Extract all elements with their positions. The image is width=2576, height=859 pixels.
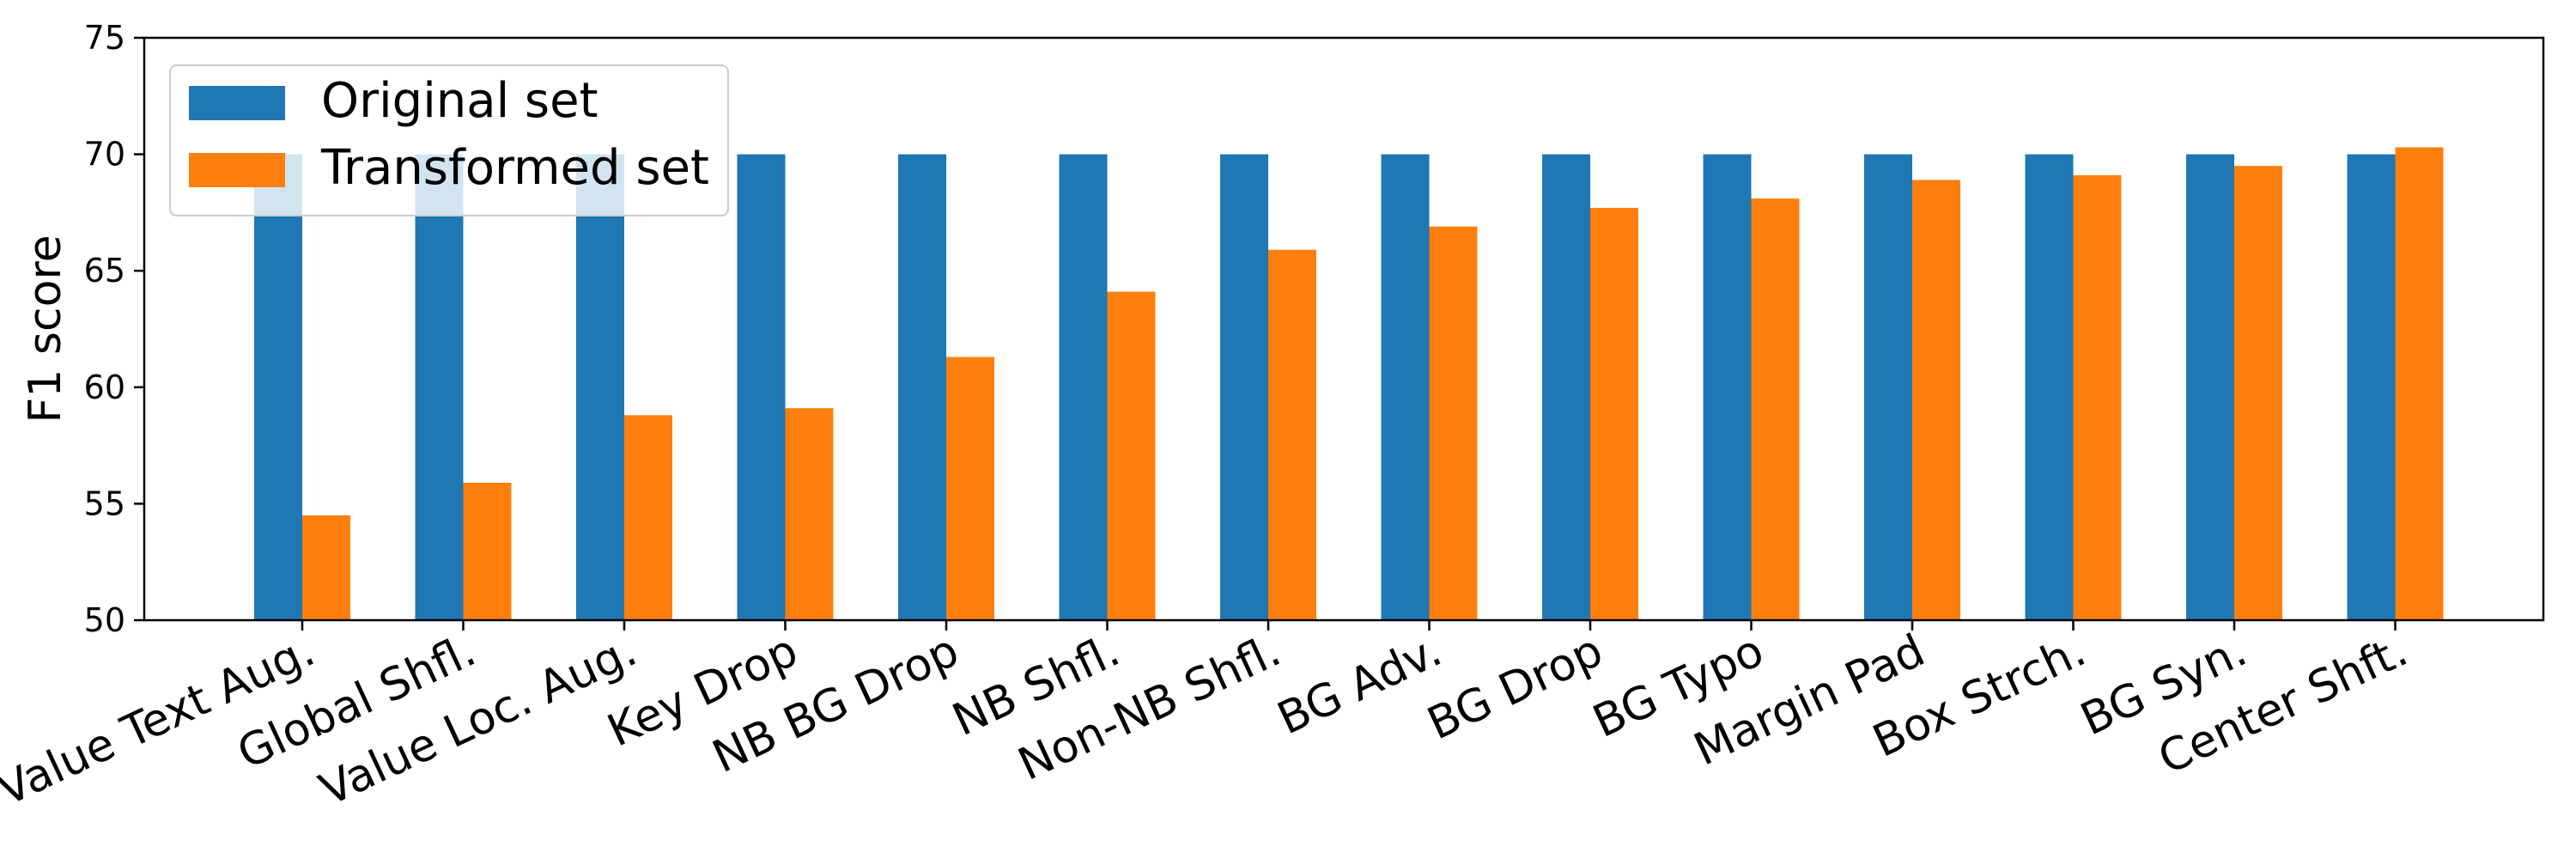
y-axis-label: F1 score [20,235,71,423]
y-tick-label: 50 [84,601,125,639]
bar-transformed [1751,198,1800,621]
bar-original [254,154,302,621]
bars-layer [254,147,2444,621]
bar-original [737,154,786,621]
bar-transformed [1590,207,1638,620]
bar-transformed [2073,175,2122,620]
y-tick-label: 65 [84,252,125,289]
bar-original [2186,154,2234,621]
y-tick-label: 60 [84,369,125,406]
bar-original [1381,154,1430,621]
bar-transformed [624,415,672,620]
bar-original [1059,154,1108,621]
legend: Original set Transformed set [169,64,729,216]
bar-transformed [1429,226,1478,620]
x-tick-label: BG Adv. [1270,624,1449,745]
bar-original [2025,154,2074,621]
bar-transformed [1912,180,1960,620]
bar-original [2347,154,2396,621]
bar-original [415,154,464,621]
y-tick-label: 55 [84,484,125,522]
bar-transformed [946,356,994,620]
bar-transformed [302,515,350,620]
bar-transformed [2234,166,2282,620]
legend-label: Original set [321,73,598,129]
y-axis: 50 55 60 65 70 75 [84,19,144,639]
bar-transformed [1107,291,1156,620]
bar-original [1703,154,1752,621]
plot-frame [143,36,2545,622]
bar-transformed [785,408,834,620]
bar-original [1220,154,1268,621]
y-tick-label: 70 [84,136,125,174]
bar-transformed [2395,147,2444,621]
y-tick-label: 75 [84,19,125,57]
bar-original [576,154,624,621]
legend-swatch [189,86,285,120]
x-tick-label: BG Drop [1420,624,1611,750]
legend-label: Transformed set [320,140,709,196]
legend-swatch [189,153,285,187]
bar-original [1864,154,1912,621]
legend-box [169,64,729,216]
bar-transformed [463,482,512,620]
bar-original [898,154,946,621]
bar-transformed [1268,249,1316,620]
bar-original [1542,154,1590,621]
x-axis: Value Text Aug.Global Shfl.Value Loc. Au… [0,620,2415,816]
